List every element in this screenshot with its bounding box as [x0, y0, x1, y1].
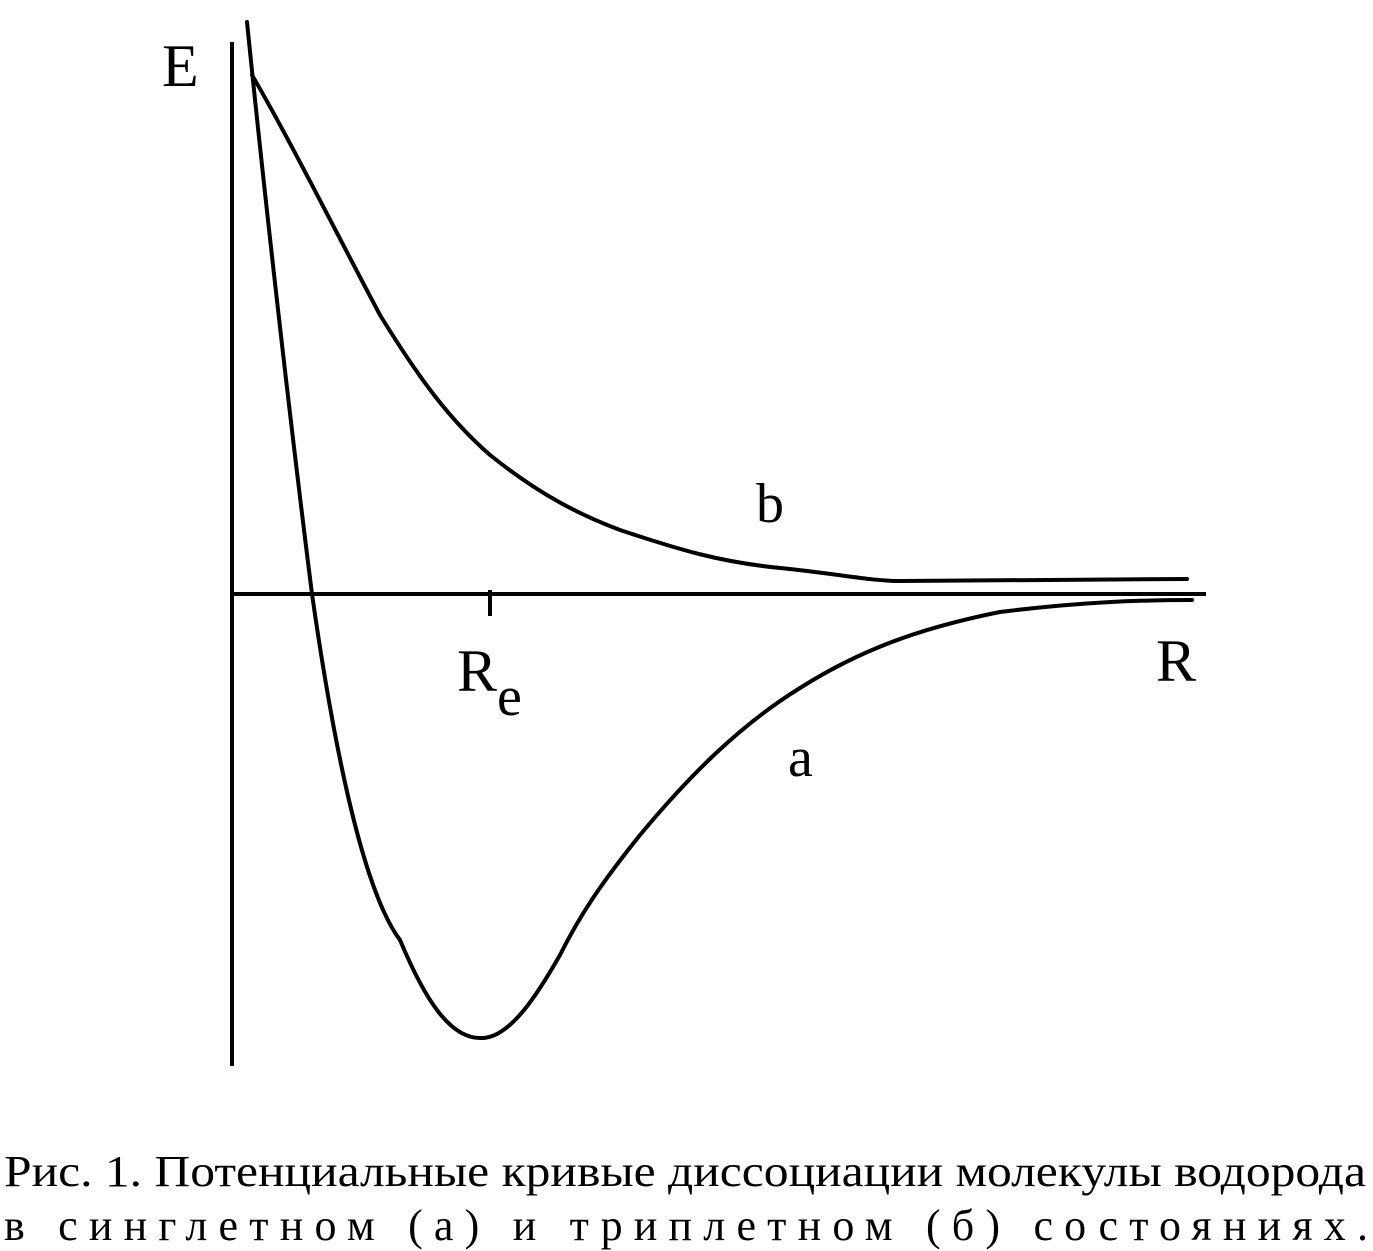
curve-b: [250, 73, 1189, 583]
tick-label-subscript: e: [497, 666, 522, 728]
curve-label: b: [756, 473, 784, 535]
caption-line: Рис. 1. Потенциальные кривые диссоциации…: [4, 1147, 1366, 1196]
tick-label-main: R: [457, 638, 497, 704]
tick-label: Re: [457, 638, 522, 728]
curve-a: [245, 20, 1194, 1041]
curve-label: a: [788, 727, 813, 789]
y-axis-label: E: [162, 33, 199, 99]
x-axis-label: R: [1156, 628, 1196, 694]
caption-line: в синглетном (а) и триплетном (б) состоя…: [4, 1201, 1368, 1250]
